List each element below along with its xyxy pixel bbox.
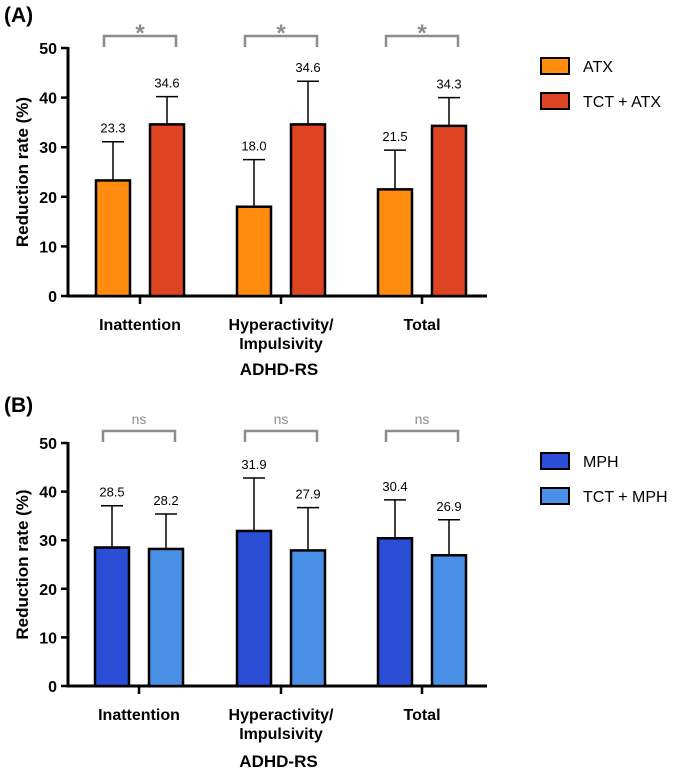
y-tick-label: 0 [48, 289, 57, 306]
significance-label: * [276, 20, 286, 47]
y-tick-label: 20 [39, 582, 57, 599]
x-tick-label: Total [403, 317, 440, 334]
y-tick-label: 40 [39, 485, 57, 502]
x-tick-label: Impulsivity [239, 336, 323, 353]
data-label: 34.6 [154, 76, 179, 91]
significance-label: * [417, 20, 427, 47]
data-label: 26.9 [436, 499, 461, 514]
y-tick-label: 10 [39, 239, 57, 256]
x-tick-label: Total [403, 707, 440, 724]
legend-label: TCT + ATX [583, 94, 661, 111]
x-axis-title: ADHD-RS [239, 752, 317, 771]
data-label: 21.5 [382, 129, 407, 144]
y-tick-label: 30 [39, 140, 57, 157]
legend-label: ATX [583, 59, 613, 76]
y-tick-label: 10 [39, 630, 57, 647]
panel-label: (B) [4, 394, 33, 417]
bar [94, 179, 132, 298]
panel-label: (A) [4, 4, 33, 27]
significance-label: ns [274, 411, 289, 427]
bar [289, 123, 327, 298]
x-tick-label: Inattention [98, 707, 180, 724]
significance-bracket [384, 34, 460, 47]
data-label: 18.0 [241, 139, 266, 154]
bar [430, 124, 468, 298]
data-label: 28.5 [99, 485, 124, 500]
data-label: 34.3 [436, 77, 461, 92]
bar [235, 205, 273, 298]
significance-bracket [101, 429, 177, 442]
y-axis-title: Reduction rate (%) [13, 489, 32, 639]
x-tick-label: Inattention [99, 317, 181, 334]
bar [148, 123, 186, 298]
chart-panel: (B) Reduction rate (%) 0 10 20 30 40 50 Inattent… [4, 394, 668, 771]
data-label: 27.9 [295, 487, 320, 502]
bar [235, 529, 273, 688]
x-tick-label: Hyperactivity/ [229, 707, 334, 724]
bar [376, 537, 414, 688]
significance-bracket [384, 429, 460, 442]
legend-swatch [540, 487, 570, 505]
data-label: 23.3 [100, 121, 125, 136]
legend-swatch [540, 452, 570, 470]
data-label: 28.2 [153, 493, 178, 508]
significance-label: * [135, 20, 145, 47]
significance-bracket [243, 34, 319, 47]
significance-label: ns [415, 411, 430, 427]
y-tick-label: 50 [39, 41, 57, 58]
significance-label: ns [132, 411, 147, 427]
legend-swatch [540, 57, 570, 75]
data-label: 31.9 [241, 457, 266, 472]
chart-panel: (A) Reduction rate (%) 0 10 20 30 40 50 Inattent… [4, 4, 661, 379]
y-tick-label: 0 [48, 679, 57, 696]
bar [93, 546, 131, 688]
x-tick-label: Impulsivity [239, 726, 323, 743]
significance-bracket [102, 34, 178, 47]
legend-swatch [540, 92, 570, 110]
bar [289, 549, 327, 688]
legend-label: TCT + MPH [583, 489, 668, 506]
x-axis-title: ADHD-RS [240, 360, 318, 379]
y-tick-label: 30 [39, 533, 57, 550]
y-tick-label: 50 [39, 436, 57, 453]
y-tick-label: 20 [39, 190, 57, 207]
y-tick-label: 40 [39, 91, 57, 108]
bar [376, 188, 414, 298]
data-label: 34.6 [295, 60, 320, 75]
legend-label: MPH [583, 454, 619, 471]
x-tick-label: Hyperactivity/ [229, 317, 334, 334]
bar [430, 554, 468, 688]
y-axis-title: Reduction rate (%) [13, 97, 32, 247]
bar [147, 547, 185, 688]
significance-bracket [243, 429, 319, 442]
data-label: 30.4 [382, 479, 407, 494]
